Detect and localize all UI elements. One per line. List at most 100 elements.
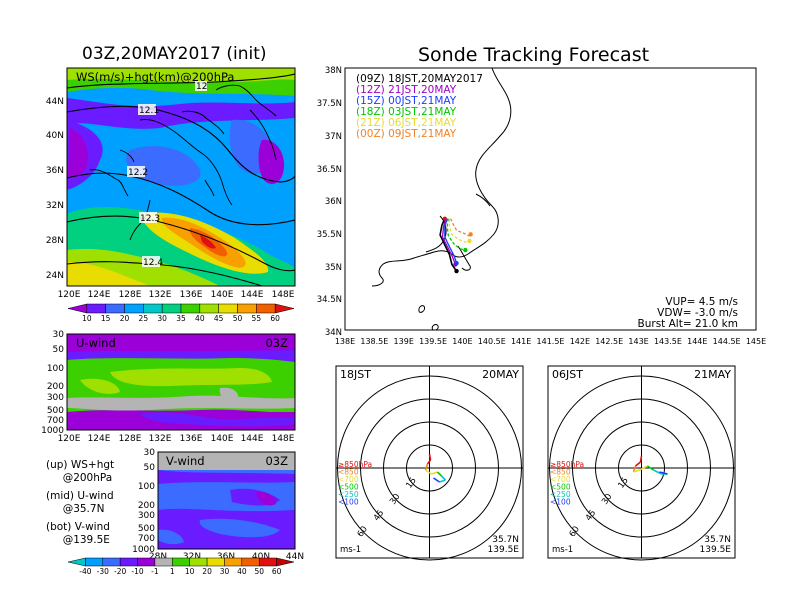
colorbar-label: 25	[139, 314, 149, 323]
hodo-trace	[653, 469, 662, 475]
colorbar-label: 10	[185, 567, 195, 576]
hodo-trace	[428, 453, 432, 461]
colorbar-label: 30	[220, 567, 230, 576]
colorbar-label: 60	[272, 567, 282, 576]
track-lat-tick: 36N	[325, 197, 342, 207]
track-end-point	[454, 268, 459, 274]
hodo-unit: ms-1	[552, 545, 573, 555]
hodo-time: 06JST	[552, 368, 583, 381]
hodo-level-label: <500	[550, 483, 571, 492]
track-lon-tick: 141.5E	[537, 337, 565, 346]
track-lines	[439, 216, 473, 274]
hodo-trace	[639, 455, 643, 463]
note-mid-2: @35.7N	[46, 503, 105, 515]
hodo-unit: ms-1	[340, 545, 361, 555]
hodo-trace	[425, 469, 432, 475]
colorbar-swatch	[137, 557, 156, 567]
track-line	[448, 218, 470, 243]
colorbar-swatch	[124, 303, 144, 314]
colorbar-swatch	[237, 303, 257, 314]
colorbar-label: -40	[79, 567, 91, 576]
hodo-trace	[632, 465, 637, 473]
u-x-tick: 144E	[241, 434, 264, 444]
colorbar-label: -10	[131, 567, 143, 576]
hodo-lat: 35.7N	[492, 535, 519, 545]
track-legend-item: (00Z) 09JST,21MAY	[356, 128, 457, 140]
hodo-trace	[639, 465, 648, 471]
track-lon-axis: 138E 138.5E 139E 139.5E 140E 140.5E 141E 141.5E…	[335, 337, 766, 346]
v-label: V-wind	[166, 454, 205, 468]
u-y-tick: 300	[47, 393, 64, 403]
colorbar-swatch	[102, 557, 121, 567]
track-lon-tick: 144.5E	[713, 337, 741, 346]
colorbar-swatch	[224, 557, 243, 567]
colorbar-swatch	[274, 303, 295, 314]
track-lon-tick: 142.5E	[595, 337, 623, 346]
track-end-point	[467, 238, 472, 244]
colorbar-label: -20	[114, 567, 126, 576]
v-y-tick: 700	[138, 534, 155, 544]
hodo-level-label: <700	[550, 475, 571, 484]
colorbar-label: 30	[157, 314, 167, 323]
track-legend-item: (15Z) 00JST,21MAY	[356, 95, 457, 107]
hodo-level-label: <100	[550, 498, 571, 507]
hodo-trace	[659, 471, 668, 475]
track-lon-tick: 143.5E	[654, 337, 682, 346]
v-y-tick: 300	[138, 511, 155, 521]
hodo-trace	[633, 469, 640, 473]
hodo-level-label: <850	[550, 468, 571, 477]
track-lon-tick: 143E	[628, 337, 648, 346]
hodo-level-label: <250	[550, 490, 571, 499]
hodo-lon: 139.5E	[488, 545, 520, 555]
note-mid-1: (mid) U-wind	[46, 490, 114, 502]
u-y-tick: 500	[47, 406, 64, 416]
map-lon-tick: 140E	[211, 290, 234, 300]
contour-12-1: 12.1	[139, 106, 159, 116]
left-title: 03Z,20MAY2017 (init)	[82, 44, 267, 64]
track-lon-tick: 139.5E	[419, 337, 447, 346]
track-line	[450, 218, 471, 237]
track-lat-tick: 35N	[325, 263, 342, 273]
v-x-tick: 32N	[183, 552, 201, 562]
hodo-lat: 35.7N	[704, 535, 731, 545]
u-y-tick: 30	[53, 330, 65, 340]
track-line	[441, 218, 457, 265]
u-x-tick: 148E	[272, 434, 295, 444]
hodo-level-label: <700	[338, 475, 359, 484]
colorbar-swatch	[189, 557, 208, 567]
note-mid: (mid) U-wind @35.7N	[46, 490, 114, 516]
hodo-trace	[440, 475, 447, 481]
track-lat-tick: 35.5N	[317, 230, 342, 240]
u-time: 03Z	[265, 336, 288, 350]
colorbar-label: 15	[101, 314, 111, 323]
v-y-tick: 50	[144, 463, 156, 473]
colorbar-swatch	[256, 303, 276, 314]
v-time: 03Z	[265, 454, 288, 468]
v-y-tick: 30	[144, 448, 156, 458]
colorbar-label: 45	[214, 314, 224, 323]
hodo-trace	[424, 463, 429, 471]
hodo-level-label: ≥850hPa	[550, 460, 584, 469]
u-y-tick: 1000	[41, 426, 64, 436]
colorbar-swatch	[85, 557, 104, 567]
map-label: WS(m/s)+hgt(km)@200hPa	[76, 70, 234, 84]
colorbar-label: -30	[97, 567, 109, 576]
track-lon-tick: 142E	[570, 337, 590, 346]
track-lon-tick: 144E	[687, 337, 707, 346]
colorbar-swatch	[67, 303, 88, 314]
v-x-tick: 40N	[252, 552, 270, 562]
u-x-tick: 132E	[149, 434, 172, 444]
map-lon-tick: 132E	[149, 290, 172, 300]
colorbar-swatch	[199, 303, 219, 314]
track-line	[444, 218, 458, 264]
map-lon-tick: 128E	[119, 290, 142, 300]
v-y-tick: 100	[138, 482, 155, 492]
colorbar-label: 20	[120, 314, 130, 323]
u-label: U-wind	[76, 336, 116, 350]
u-y-tick: 100	[47, 364, 64, 374]
note-up-2: @200hPa	[46, 472, 113, 484]
note-bot-2: @139.5E	[46, 534, 110, 546]
track-line	[439, 218, 458, 272]
